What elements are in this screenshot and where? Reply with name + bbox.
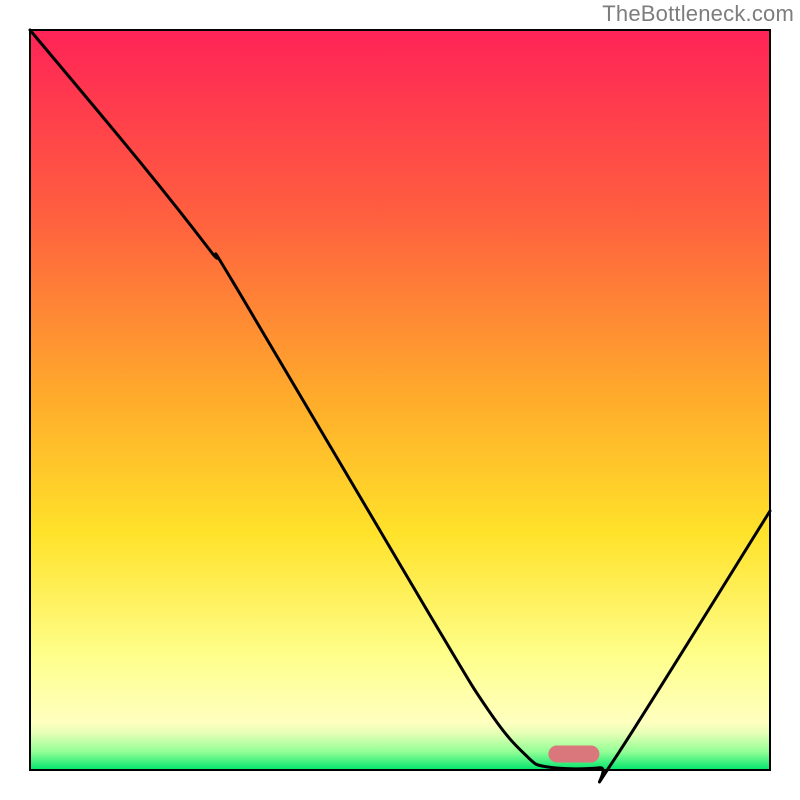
watermark-text: TheBottleneck.com xyxy=(602,0,794,28)
optimum-marker xyxy=(549,746,599,762)
plot-background xyxy=(30,30,770,770)
bottleneck-chart: TheBottleneck.com xyxy=(0,0,800,800)
chart-svg xyxy=(0,0,800,800)
